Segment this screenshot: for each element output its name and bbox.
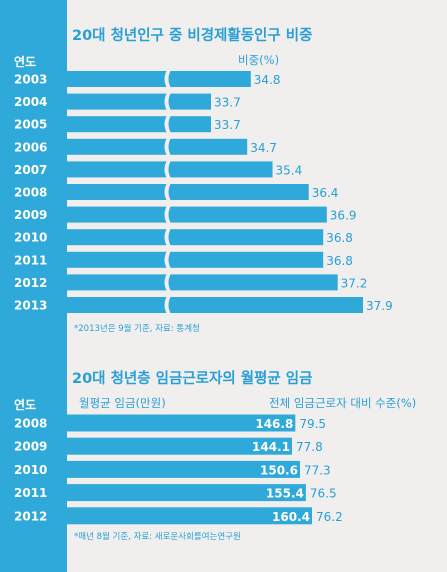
chart1-value-label: 37.2 bbox=[341, 276, 368, 290]
chart1-value-label: 34.8 bbox=[254, 73, 281, 87]
chart2-bar bbox=[67, 414, 296, 432]
chart1-value-label: 36.4 bbox=[312, 186, 339, 200]
chart2-year-tick: 2010 bbox=[14, 463, 47, 477]
chart1-axis-break bbox=[164, 296, 171, 314]
chart1-year-tick: 2013 bbox=[14, 299, 47, 313]
chart2-note: *매년 8월 기준, 자료: 새로운사회를여는연구원 bbox=[74, 532, 241, 542]
chart2-value-header: 월평균 임금(만원) bbox=[79, 396, 166, 410]
chart1-year-tick: 2006 bbox=[14, 140, 47, 154]
chart2-title: 20대 청년층 임금근로자의 월평균 임금 bbox=[72, 371, 313, 387]
chart1-value-label: 37.9 bbox=[366, 299, 393, 313]
chart1-axis-break bbox=[164, 183, 171, 201]
chart1-value-header: 비중(%) bbox=[238, 53, 280, 67]
chart2-year-tick: 2009 bbox=[14, 440, 47, 454]
chart2-bar bbox=[67, 437, 292, 455]
chart2-value-label: 150.6 bbox=[260, 463, 298, 477]
chart2-ratio-label: 76.2 bbox=[316, 510, 343, 524]
chart1-value-label: 33.7 bbox=[214, 96, 241, 110]
chart1-note: *2013년은 9월 기준, 자료: 통계청 bbox=[74, 324, 200, 334]
chart2-value-label: 144.1 bbox=[252, 440, 290, 454]
chart1-title: 20대 청년인구 중 비경제활동인구 비중 bbox=[72, 28, 313, 44]
chart1-axis-break bbox=[164, 228, 171, 247]
chart1-year-header: 연도 bbox=[14, 55, 37, 69]
chart2-year-tick: 2011 bbox=[14, 486, 47, 500]
chart2-bar bbox=[67, 460, 300, 478]
chart2-ratio-label: 77.3 bbox=[304, 463, 331, 477]
chart2-ratio-header: 전체 임금근로자 대비 수준(%) bbox=[269, 396, 417, 410]
chart1-bar bbox=[67, 229, 324, 246]
year-sidebar bbox=[0, 0, 67, 572]
chart1-year-tick: 2005 bbox=[14, 118, 47, 132]
chart1-value-label: 35.4 bbox=[276, 163, 303, 177]
chart1-value-label: 36.8 bbox=[326, 231, 353, 245]
chart1-axis-break bbox=[164, 137, 171, 156]
chart2-year-header: 연도 bbox=[14, 398, 37, 412]
chart1-bar bbox=[67, 274, 338, 291]
chart2-bar bbox=[67, 507, 312, 525]
chart2-value-label: 160.4 bbox=[272, 510, 310, 524]
chart1-bar bbox=[67, 71, 251, 87]
chart2-ratio-label: 76.5 bbox=[310, 487, 337, 501]
chart2-ratio-label: 79.5 bbox=[299, 417, 326, 431]
chart1-year-tick: 2007 bbox=[14, 163, 47, 177]
chart1-axis-break bbox=[164, 92, 171, 111]
chart1-axis-break bbox=[164, 205, 171, 224]
chart1-bar bbox=[67, 138, 248, 155]
chart2-value-label: 155.4 bbox=[266, 487, 304, 501]
chart1-bar bbox=[67, 184, 309, 200]
chart1-bar bbox=[67, 93, 211, 110]
chart1-bar bbox=[67, 297, 363, 313]
chart2-year-tick: 2012 bbox=[14, 509, 47, 523]
chart1-axis-break bbox=[164, 273, 171, 292]
chart1-axis-break bbox=[164, 160, 171, 179]
chart1-year-tick: 2012 bbox=[14, 276, 47, 290]
chart1-bar bbox=[67, 116, 211, 133]
chart1-axis-break bbox=[164, 250, 171, 269]
chart1-year-tick: 2010 bbox=[14, 231, 47, 245]
chart2-value-label: 146.8 bbox=[255, 417, 293, 431]
chart1-value-label: 36.9 bbox=[330, 209, 357, 223]
chart1-year-tick: 2004 bbox=[14, 95, 47, 109]
chart1-bar bbox=[67, 206, 327, 223]
chart1-bar bbox=[67, 161, 273, 178]
chart1-year-tick: 2003 bbox=[14, 73, 47, 87]
chart2-year-tick: 2008 bbox=[14, 417, 47, 431]
chart2-bar bbox=[67, 484, 306, 502]
chart1-year-tick: 2011 bbox=[14, 253, 47, 267]
chart2-ratio-label: 77.8 bbox=[296, 440, 323, 454]
chart1-axis-break bbox=[164, 115, 171, 134]
chart1-axis-break bbox=[164, 70, 171, 88]
chart1-bar bbox=[67, 251, 324, 268]
chart1-year-tick: 2008 bbox=[14, 186, 47, 200]
chart1-year-tick: 2009 bbox=[14, 208, 47, 222]
chart1-value-label: 33.7 bbox=[214, 118, 241, 132]
chart1-value-label: 36.8 bbox=[326, 254, 353, 268]
chart1-value-label: 34.7 bbox=[250, 141, 277, 155]
